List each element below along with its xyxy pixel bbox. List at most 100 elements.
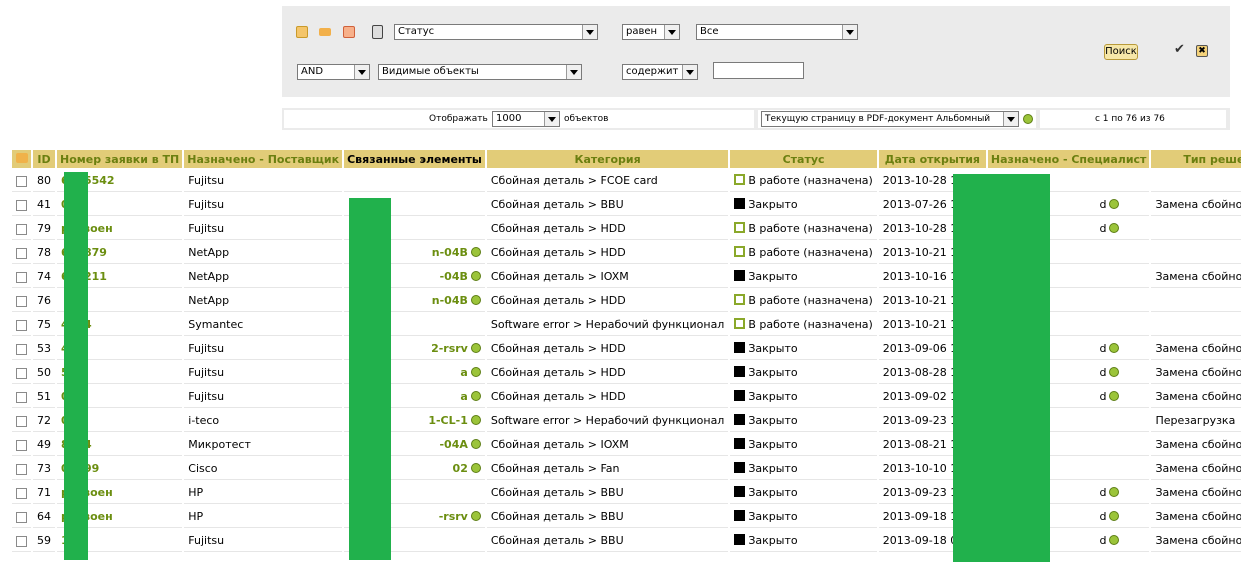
green-circle-icon[interactable] — [1109, 391, 1120, 401]
column-header[interactable]: Назначено - Специалист — [987, 150, 1150, 168]
row-checkbox[interactable] — [16, 343, 27, 355]
row-checkbox[interactable] — [16, 391, 27, 403]
select-all-header[interactable] — [12, 150, 31, 168]
row-checkbox[interactable] — [16, 295, 27, 307]
row-checkbox-cell[interactable] — [12, 434, 31, 456]
close-icon[interactable]: ✖ — [1196, 45, 1208, 57]
linked-text[interactable]: -04B — [439, 270, 468, 283]
table-row[interactable]: 806005542FujitsuСбойная деталь > FCOE ca… — [12, 170, 1241, 192]
row-checkbox[interactable] — [16, 367, 27, 379]
green-circle-icon[interactable] — [470, 247, 481, 257]
save-search-icon[interactable] — [343, 26, 355, 38]
row-checkbox[interactable] — [16, 463, 27, 475]
row-checkbox[interactable] — [16, 199, 27, 211]
green-circle-icon[interactable] — [1109, 367, 1120, 377]
row-checkbox-cell[interactable] — [12, 290, 31, 312]
table-row[interactable]: 754464SymantecSoftware error > Нерабочий… — [12, 314, 1241, 336]
row-checkbox-cell[interactable] — [12, 530, 31, 552]
row-checkbox-cell[interactable] — [12, 314, 31, 336]
row-checkbox-cell[interactable] — [12, 458, 31, 480]
cell-ticket[interactable] — [57, 290, 183, 312]
table-row[interactable]: 51007FujitsuaСбойная деталь > HDDЗакрыто… — [12, 386, 1241, 408]
row-checkbox[interactable] — [16, 439, 27, 451]
table-row[interactable]: 41029FujitsuСбойная деталь > BBUЗакрыто2… — [12, 194, 1241, 216]
row-checkbox-cell[interactable] — [12, 338, 31, 360]
row-checkbox-cell[interactable] — [12, 218, 31, 240]
row-checkbox[interactable] — [16, 487, 27, 499]
green-circle-icon[interactable] — [470, 367, 481, 377]
row-checkbox-cell[interactable] — [12, 266, 31, 288]
row-checkbox-cell[interactable] — [12, 194, 31, 216]
row-checkbox[interactable] — [16, 175, 27, 187]
green-circle-icon[interactable] — [1109, 511, 1120, 521]
linked-text[interactable]: n-04B — [431, 294, 468, 307]
export-select[interactable]: Текущую страницу в PDF-документ Альбомны… — [761, 111, 1019, 127]
cell-linked[interactable] — [344, 170, 485, 192]
checkmark-icon[interactable]: ✔ — [1174, 42, 1185, 57]
row-checkbox[interactable] — [16, 535, 27, 547]
green-circle-icon[interactable] — [470, 271, 481, 281]
row-checkbox[interactable] — [16, 247, 27, 259]
column-header[interactable]: ID — [33, 150, 55, 168]
filter-operator-select[interactable]: равен — [622, 24, 680, 40]
green-circle-icon[interactable] — [470, 295, 481, 305]
row-checkbox-cell[interactable] — [12, 170, 31, 192]
export-go-icon[interactable] — [1023, 114, 1033, 124]
green-circle-icon[interactable] — [1109, 343, 1120, 353]
column-header[interactable]: Назначено - Поставщик — [184, 150, 343, 168]
green-circle-icon[interactable] — [1109, 535, 1120, 545]
row-checkbox-cell[interactable] — [12, 410, 31, 432]
row-checkbox[interactable] — [16, 223, 27, 235]
linked-text[interactable]: a — [460, 390, 468, 403]
row-checkbox-cell[interactable] — [12, 506, 31, 528]
row-checkbox[interactable] — [16, 511, 27, 523]
green-circle-icon[interactable] — [470, 511, 481, 521]
filter2-value-input[interactable] — [713, 62, 804, 79]
green-circle-icon[interactable] — [470, 463, 481, 473]
row-checkbox-cell[interactable] — [12, 482, 31, 504]
table-row[interactable]: 76 NetApp n-04B Сбойная деталь > HDD В работ… — [12, 290, 1241, 312]
search-button[interactable]: Поиск — [1104, 44, 1138, 60]
table-row[interactable]: 50500FujitsuaСбойная деталь > HDDЗакрыто… — [12, 362, 1241, 384]
linked-text[interactable]: 1-CL-1 — [428, 414, 468, 427]
filter2-field-select[interactable]: Видимые объекты — [378, 64, 582, 80]
filter2-operator-select[interactable]: содержит — [622, 64, 698, 80]
table-row[interactable]: 7307799Cisco02Сбойная деталь > FanЗакрыт… — [12, 458, 1241, 480]
logic-operator-select[interactable]: AND — [297, 64, 370, 80]
green-circle-icon[interactable] — [1109, 487, 1120, 497]
row-checkbox-cell[interactable] — [12, 242, 31, 264]
green-circle-icon[interactable] — [470, 343, 481, 353]
column-header[interactable]: Статус — [730, 150, 877, 168]
table-row[interactable]: 59139FujitsuСбойная деталь > BBUЗакрыто2… — [12, 530, 1241, 552]
linked-text[interactable]: n-04B — [431, 246, 468, 259]
row-checkbox[interactable] — [16, 415, 27, 427]
green-circle-icon[interactable] — [470, 439, 481, 449]
items-per-page-select[interactable]: 1000 — [492, 111, 560, 127]
row-checkbox[interactable] — [16, 271, 27, 283]
row-checkbox-cell[interactable] — [12, 362, 31, 384]
column-header[interactable]: Тип решения — [1151, 150, 1241, 168]
linked-text[interactable]: -rsrv — [438, 510, 468, 523]
column-header[interactable]: Номер заявки в ТП — [57, 150, 183, 168]
column-header[interactable]: Дата открытия — [878, 150, 986, 168]
green-circle-icon[interactable] — [470, 391, 481, 401]
green-circle-icon[interactable] — [1109, 199, 1120, 209]
remove-criteria-icon[interactable] — [319, 28, 331, 36]
add-criteria-icon[interactable] — [296, 26, 308, 38]
column-header[interactable]: Связанные элементы — [344, 150, 485, 168]
filter-value-select[interactable]: Все — [696, 24, 858, 40]
green-circle-icon[interactable] — [1109, 223, 1120, 233]
row-checkbox-cell[interactable] — [12, 386, 31, 408]
linked-text[interactable]: 02 — [452, 462, 468, 475]
table-row[interactable]: 71рисвоенHPСбойная деталь > BBUЗакрыто20… — [12, 482, 1241, 504]
linked-text[interactable]: a — [460, 366, 468, 379]
linked-text[interactable]: 2-rsrv — [431, 342, 468, 355]
trash-icon[interactable] — [372, 25, 383, 39]
green-circle-icon[interactable] — [470, 415, 481, 425]
row-checkbox[interactable] — [16, 319, 27, 331]
